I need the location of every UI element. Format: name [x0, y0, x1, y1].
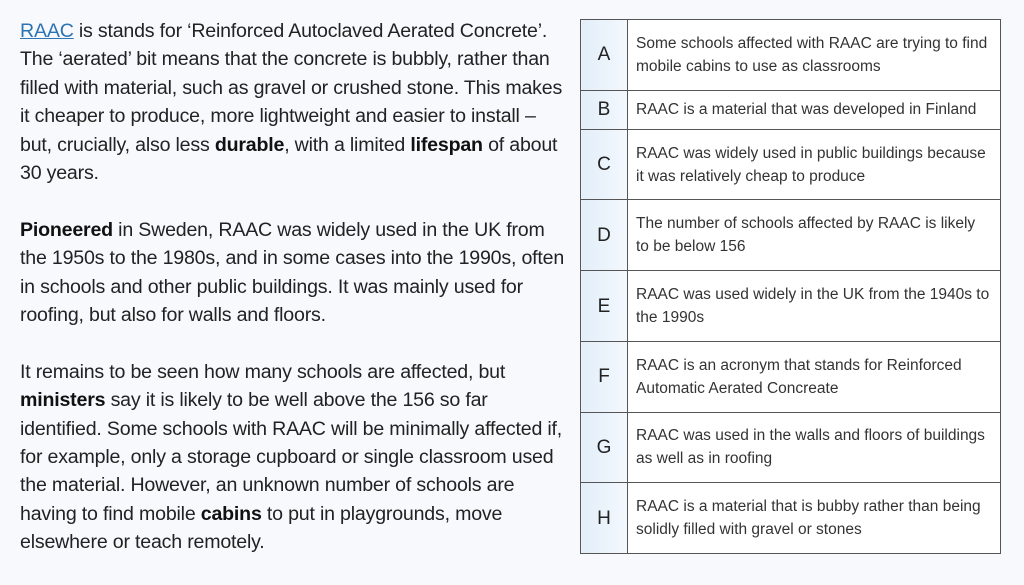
- statement-row: E RAAC was used widely in the UK from the…: [580, 270, 1001, 342]
- statement-text: RAAC was used widely in the UK from the …: [627, 270, 1001, 342]
- statement-text: RAAC was used in the walls and floors of…: [627, 411, 1001, 484]
- statement-text: Some schools affected with RAAC are tryi…: [627, 19, 1001, 91]
- statement-letter: E: [580, 270, 628, 342]
- passage-text: of about 30 years.: [20, 133, 558, 185]
- keyword: durable: [214, 133, 285, 156]
- keyword: Pioneered: [20, 218, 113, 241]
- statement-letter: H: [580, 482, 628, 554]
- passage-text: to put in playgrounds, move elsewhere or…: [20, 502, 503, 554]
- passage-text: , with a limited: [284, 133, 411, 156]
- statement-text: The number of schools affected by RAAC i…: [627, 199, 1001, 272]
- statement-letter: G: [580, 411, 628, 484]
- statement-row: C RAAC was widely used in public building…: [580, 128, 1001, 201]
- passage-text: is stands for ‘Reinforced Autoclaved Aer…: [20, 20, 563, 156]
- statement-text: RAAC is an acronym that stands for Reinf…: [627, 340, 1001, 413]
- passage-text: It remains to be seen how many schools a…: [20, 360, 506, 383]
- reading-passage: RAAC is stands for ‘Reinforced Autoclave…: [20, 17, 565, 585]
- statement-row: H RAAC is a material that is bubby rather…: [580, 482, 1001, 554]
- statement-row: F RAAC is an acronym that stands for Rein…: [580, 340, 1001, 413]
- statement-row: G RAAC was used in the walls and floors o…: [580, 411, 1001, 484]
- passage-text: in Sweden, RAAC was widely used in the U…: [20, 218, 565, 327]
- statement-text: RAAC was widely used in public buildings…: [627, 128, 1001, 201]
- statement-letter: C: [580, 128, 628, 201]
- statement-row: D The number of schools affected by RAAC …: [580, 199, 1001, 272]
- statement-text: RAAC is a material that was developed in…: [627, 89, 1001, 130]
- keyword: cabins: [200, 502, 262, 525]
- passage-text: say it is likely to be well above the 15…: [20, 389, 563, 525]
- passage-paragraph: It remains to be seen how many schools a…: [20, 358, 565, 557]
- statement-letter: D: [580, 199, 628, 272]
- passage-paragraph: Pioneered in Sweden, RAAC was widely use…: [20, 216, 565, 330]
- statement-text: RAAC is a material that is bubby rather …: [627, 482, 1001, 554]
- statement-row: B RAAC is a material that was developed i…: [580, 89, 1001, 130]
- statement-letter: B: [580, 89, 628, 130]
- statement-letter: A: [580, 19, 628, 91]
- keyword: ministers: [20, 389, 106, 412]
- statement-letter: F: [580, 340, 628, 413]
- statement-row: A Some schools affected with RAAC are try…: [580, 19, 1001, 91]
- passage-paragraph: RAAC is stands for ‘Reinforced Autoclave…: [20, 17, 565, 187]
- keyword: lifespan: [410, 133, 483, 156]
- statements-table: A Some schools affected with RAAC are try…: [580, 19, 1001, 554]
- raac-link[interactable]: RAAC: [20, 20, 74, 42]
